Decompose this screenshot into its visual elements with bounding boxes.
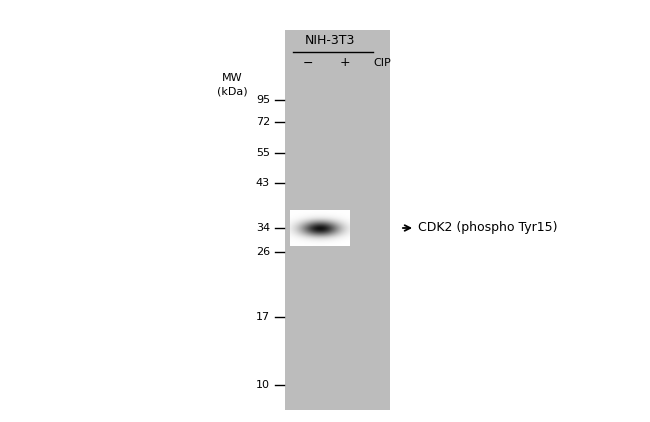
Bar xyxy=(285,30,390,410)
Text: CDK2 (phospho Tyr15): CDK2 (phospho Tyr15) xyxy=(418,222,558,235)
Text: CIP: CIP xyxy=(373,58,391,68)
Text: (kDa): (kDa) xyxy=(216,87,247,97)
Text: 95: 95 xyxy=(256,95,270,105)
Text: NIH-3T3: NIH-3T3 xyxy=(305,33,355,46)
Text: MW: MW xyxy=(222,73,242,83)
Text: 10: 10 xyxy=(256,380,270,390)
Text: 43: 43 xyxy=(256,178,270,188)
Text: 72: 72 xyxy=(255,117,270,127)
Text: +: + xyxy=(340,57,350,70)
Text: 17: 17 xyxy=(256,312,270,322)
Text: 55: 55 xyxy=(256,148,270,158)
Text: 34: 34 xyxy=(256,223,270,233)
Text: 26: 26 xyxy=(256,247,270,257)
Text: −: − xyxy=(303,57,313,70)
